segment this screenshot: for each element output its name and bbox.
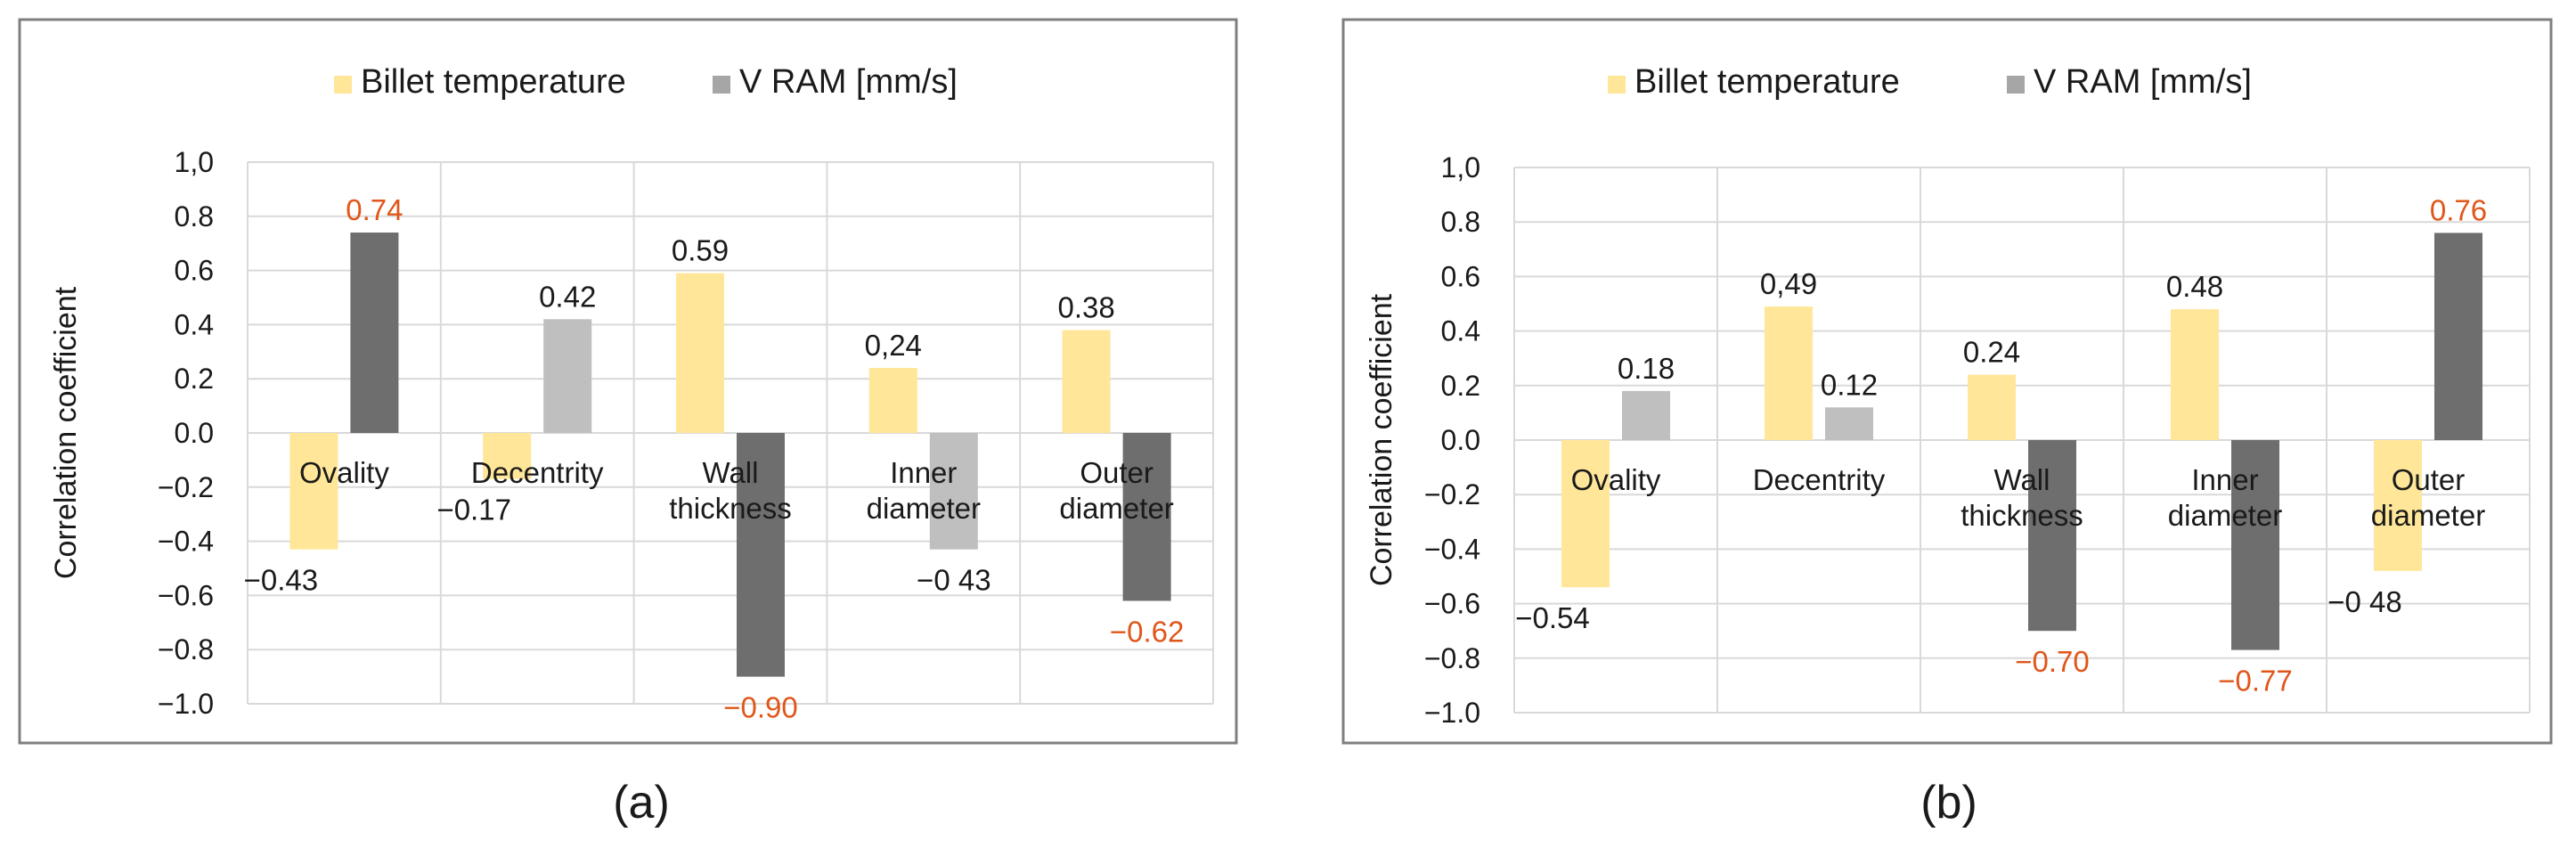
panel-label: (a) (613, 777, 670, 828)
category-label: Wall thickness (669, 456, 792, 525)
data-label: 0,49 (1760, 267, 1817, 300)
bar-v-ram (1622, 390, 1670, 440)
panel-label: (b) (1920, 777, 1977, 828)
category-label: Decentrity (1753, 463, 1886, 496)
data-label: 0.18 (1618, 352, 1675, 385)
y-axis-label: Correlation coefficient (49, 286, 83, 579)
category-label: Inner diameter (867, 456, 981, 525)
category-label: Inner diameter (2168, 463, 2282, 532)
data-label: −0.43 (244, 564, 319, 597)
category-label: Ovality (299, 456, 389, 489)
y-tick-label: −0.6 (158, 579, 214, 611)
data-label: 0,24 (865, 329, 922, 362)
bar-billet-temperature (676, 273, 724, 433)
legend-label: V RAM [mm/s] (2034, 63, 2252, 101)
bar-v-ram (2434, 233, 2482, 440)
chart-panel-b: 1,0 0.8 0.6 0.4 0.2 0.0 −0.2 −0.4 −0.6 −0.8 −1.0 Co… (1341, 18, 2553, 745)
y-tick-label: −0.8 (1424, 642, 1480, 674)
legend-swatch (2007, 76, 2025, 94)
legend-label: Billet temperature (1634, 63, 1900, 101)
y-tick-label: 1,0 (175, 146, 214, 178)
data-label: 0.38 (1057, 290, 1114, 323)
y-tick-label: 0.0 (1441, 424, 1480, 456)
y-tick-label: 0.2 (1441, 370, 1480, 402)
bar-billet-temperature (483, 433, 532, 479)
bar-v-ram (1825, 407, 1873, 440)
bar-billet-temperature (1765, 306, 1813, 440)
data-label: 0.48 (2166, 270, 2223, 303)
y-tick-label: −0.8 (158, 633, 214, 665)
data-label: 0.24 (1963, 336, 2020, 369)
data-label: 0.76 (2430, 193, 2487, 226)
legend-swatch (1608, 76, 1626, 94)
data-label: 0.42 (539, 280, 596, 313)
bar-v-ram (543, 319, 592, 433)
data-label: 0.59 (672, 234, 729, 267)
y-tick-label: −0.4 (1424, 533, 1480, 565)
data-label: 0.74 (346, 193, 403, 226)
bar-billet-temperature (1062, 330, 1111, 433)
category-label: Outer diameter (1059, 456, 1173, 525)
y-tick-label: 0.6 (175, 255, 214, 287)
bar-billet-temperature (1968, 374, 2016, 440)
data-label: −0.62 (1110, 615, 1185, 648)
y-tick-label: −0.4 (158, 526, 214, 558)
data-label: −0.90 (723, 691, 798, 724)
chart-frame (18, 18, 1238, 745)
legend: Billet temperature V RAM [mm/s] (1608, 63, 2252, 101)
y-tick-label: 0.8 (175, 200, 214, 233)
legend-swatch (713, 76, 730, 94)
y-tick-label: −0.2 (1424, 478, 1480, 510)
bar-billet-temperature (1561, 440, 1610, 588)
y-axis-label: Correlation coefficient (1365, 293, 1398, 586)
bar-billet-temperature (2171, 309, 2219, 440)
category-label: Decentrity (471, 456, 604, 489)
legend-label: Billet temperature (361, 63, 626, 101)
data-label: −0 48 (2327, 585, 2402, 618)
y-tick-label: 0.0 (175, 417, 214, 449)
legend: Billet temperature V RAM [mm/s] (334, 63, 958, 101)
category-label: Wall thickness (1961, 463, 2083, 532)
bar-billet-temperature (2374, 440, 2422, 571)
data-label: −0 43 (917, 564, 991, 597)
chart-panel-a: 1,0 0.8 0.6 0.4 0.2 0.0 −0.2 −0.4 −0.6 −0.8 −1.0 Co… (18, 18, 1238, 745)
y-tick-label: −1.0 (158, 688, 214, 720)
y-tick-label: 0.8 (1441, 206, 1480, 238)
bar-v-ram (929, 433, 978, 550)
legend-swatch (334, 76, 352, 94)
bar-v-ram (2028, 440, 2076, 632)
y-tick-label: 0.2 (175, 363, 214, 395)
y-tick-label: 0.4 (175, 308, 214, 340)
y-tick-label: −1.0 (1424, 697, 1480, 729)
y-tick-label: 1,0 (1441, 151, 1480, 184)
category-label: Ovality (1571, 463, 1661, 496)
category-label: Outer diameter (2371, 463, 2485, 532)
y-tick-label: −0.6 (1424, 588, 1480, 620)
y-tick-label: −0.2 (158, 471, 214, 503)
bar-billet-temperature (868, 368, 917, 433)
data-label: −0.77 (2218, 665, 2293, 698)
data-label: −0.17 (436, 494, 511, 526)
chart-frame (1341, 18, 2553, 745)
bar-v-ram (1122, 433, 1171, 601)
bar-v-ram (2231, 440, 2279, 650)
data-label: −0.54 (1515, 601, 1590, 634)
y-tick-label: 0.6 (1441, 260, 1480, 292)
bar-v-ram (350, 233, 399, 433)
legend-label: V RAM [mm/s] (739, 63, 958, 101)
bar-billet-temperature (289, 433, 338, 550)
bar-v-ram (737, 433, 785, 677)
y-tick-label: 0.4 (1441, 315, 1480, 347)
data-label: −0.70 (2015, 645, 2090, 678)
data-label: 0.12 (1821, 368, 1878, 401)
